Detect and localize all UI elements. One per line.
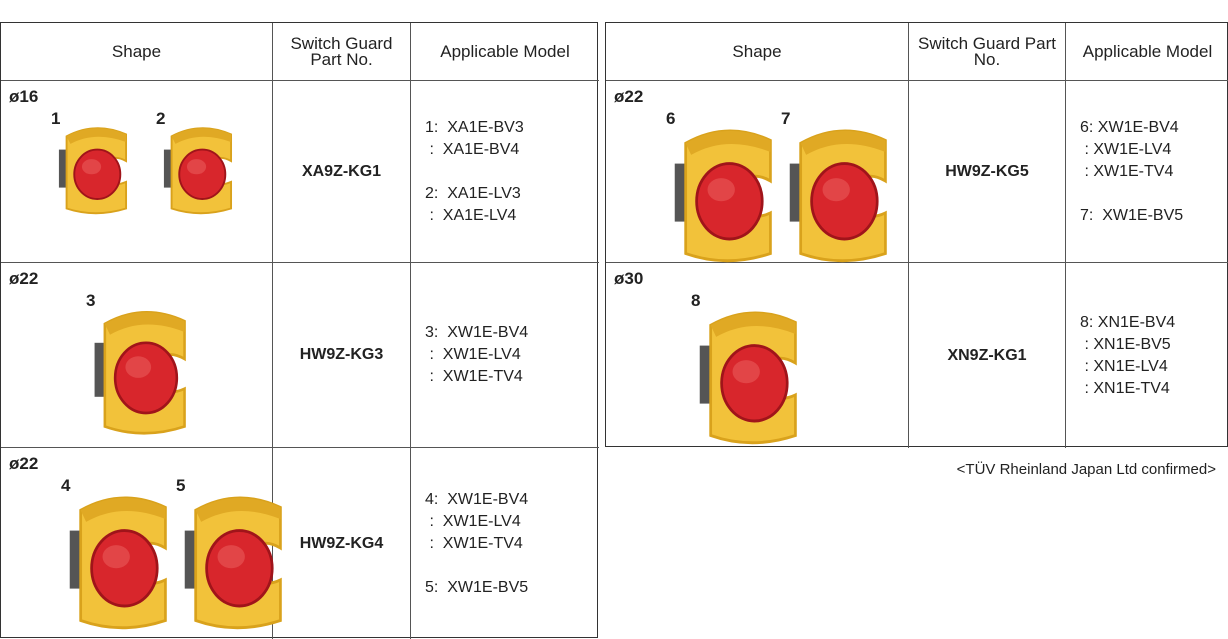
switch-guard-image bbox=[58, 127, 128, 215]
model-cell: 1: XA1E-BV3 : XA1E-BV4 2: XA1E-LV3 : XA1E… bbox=[411, 81, 599, 263]
guard-shade bbox=[685, 130, 771, 155]
button-highlight bbox=[125, 356, 152, 378]
button-highlight bbox=[707, 178, 735, 202]
model-group: 4: XW1E-BV4 : XW1E-LV4 : XW1E-TV4 bbox=[425, 489, 599, 555]
model-name: : XN1E-BV5 bbox=[1080, 335, 1171, 353]
item-number: 8 bbox=[691, 291, 701, 310]
model-group: 2: XA1E-LV3 : XA1E-LV4 bbox=[425, 183, 599, 227]
size-label: ø22 bbox=[9, 269, 39, 288]
shape-cell: ø22 6 7 bbox=[606, 81, 909, 263]
shape-cell: ø22 4 5 bbox=[1, 448, 282, 639]
part-number: HW9Z-KG3 bbox=[273, 263, 411, 448]
guard-shade bbox=[80, 497, 166, 522]
column-header: Switch Guard Part No. bbox=[273, 23, 411, 81]
model-name: 4: XW1E-BV4 bbox=[425, 490, 529, 508]
size-label: ø22 bbox=[9, 454, 39, 473]
switch-guard-image bbox=[699, 311, 797, 445]
model-group: 6: XW1E-BV4 : XW1E-LV4 : XW1E-TV4 bbox=[1080, 117, 1228, 183]
switch-guard-image bbox=[789, 129, 887, 263]
switch-guard-image bbox=[674, 129, 772, 263]
size-label: ø16 bbox=[9, 87, 39, 106]
guard-shade bbox=[800, 130, 886, 155]
shape-cell: ø30 8 bbox=[606, 263, 909, 448]
button-highlight bbox=[81, 159, 102, 175]
model-name: 1: XA1E-BV3 bbox=[425, 118, 524, 136]
item-number: 7 bbox=[781, 109, 791, 128]
switch-guard-image bbox=[163, 127, 233, 215]
button-highlight bbox=[822, 178, 850, 202]
model-name: : XW1E-LV4 bbox=[1080, 140, 1172, 158]
model-name: : XW1E-TV4 bbox=[1080, 162, 1174, 180]
switch-body bbox=[163, 149, 176, 188]
model-name: : XW1E-TV4 bbox=[425, 368, 523, 385]
model-name: : XW1E-LV4 bbox=[425, 512, 521, 530]
button-highlight bbox=[217, 545, 245, 569]
model-group: 1: XA1E-BV3 : XA1E-BV4 bbox=[425, 117, 599, 161]
column-header: Shape bbox=[1, 23, 273, 81]
column-header: Switch Guard Part No. bbox=[909, 23, 1066, 81]
size-label: ø30 bbox=[614, 269, 644, 288]
part-number: XA9Z-KG1 bbox=[273, 81, 411, 263]
guard-shade bbox=[710, 312, 796, 337]
part-number: HW9Z-KG4 bbox=[273, 448, 411, 639]
shape-cell: ø16 1 2 bbox=[1, 81, 273, 263]
model-name: 5: XW1E-BV5 bbox=[425, 578, 529, 596]
model-cell: 8: XN1E-BV4 : XN1E-BV5 : XN1E-LV4 : XN1E… bbox=[1066, 263, 1228, 448]
model-group: 5: XW1E-BV5 bbox=[425, 577, 599, 599]
model-name: 7: XW1E-BV5 bbox=[1080, 206, 1184, 224]
guard-shade bbox=[195, 497, 281, 522]
switch-guard-image bbox=[94, 311, 186, 435]
red-button bbox=[90, 529, 159, 608]
table: Shape Switch Guard Part No. Applicable Mod… bbox=[605, 22, 1228, 448]
part-number: HW9Z-KG5 bbox=[909, 81, 1066, 263]
model-name: : XW1E-TV4 bbox=[425, 534, 523, 552]
size-label: ø22 bbox=[614, 87, 644, 106]
column-header: Shape bbox=[606, 23, 909, 81]
red-button bbox=[810, 162, 879, 241]
item-number: 2 bbox=[156, 109, 166, 128]
model-group: 7: XW1E-BV5 bbox=[1080, 205, 1228, 227]
switch-body bbox=[58, 149, 71, 188]
red-button bbox=[205, 529, 274, 608]
part-number: XN9Z-KG1 bbox=[909, 263, 1066, 448]
item-number: 1 bbox=[51, 109, 61, 128]
red-button bbox=[113, 341, 179, 415]
model-name: : XA1E-LV4 bbox=[425, 206, 517, 224]
item-number: 6 bbox=[666, 109, 676, 128]
guard-shade bbox=[171, 128, 232, 144]
red-button bbox=[178, 148, 227, 200]
item-number: 5 bbox=[176, 476, 186, 495]
red-button bbox=[720, 344, 789, 423]
model-cell: 6: XW1E-BV4 : XW1E-LV4 : XW1E-TV4 7: XW1E… bbox=[1066, 81, 1228, 263]
model-cell: 3: XW1E-BV4 : XW1E-LV4 : XW1E-TV4 bbox=[411, 263, 599, 448]
model-name: 8: XN1E-BV4 bbox=[1080, 313, 1176, 331]
red-button bbox=[695, 162, 764, 241]
button-highlight bbox=[102, 545, 130, 569]
shape-cell: ø22 3 bbox=[1, 263, 273, 448]
model-name: 3: XW1E-BV4 bbox=[425, 324, 529, 341]
item-number: 3 bbox=[86, 291, 96, 310]
note: <TÜV Rheinland Japan Ltd confirmed> bbox=[956, 461, 1216, 478]
model-group: 8: XN1E-BV4 : XN1E-BV5 : XN1E-LV4 : XN1E… bbox=[1080, 312, 1228, 400]
guard-shade bbox=[66, 128, 127, 144]
model-cell: 4: XW1E-BV4 : XW1E-LV4 : XW1E-TV4 5: XW1E… bbox=[411, 448, 599, 639]
column-header: Applicable Model bbox=[411, 23, 599, 81]
button-highlight bbox=[732, 360, 760, 384]
model-name: : XN1E-LV4 bbox=[1080, 357, 1168, 375]
model-name: 2: XA1E-LV3 bbox=[425, 184, 521, 202]
button-highlight bbox=[186, 159, 207, 175]
model-name: : XA1E-BV4 bbox=[425, 140, 520, 158]
model-name: : XN1E-TV4 bbox=[1080, 379, 1170, 397]
red-button bbox=[73, 148, 122, 200]
model-name: 6: XW1E-BV4 bbox=[1080, 118, 1179, 136]
guard-shade bbox=[104, 312, 185, 335]
switch-guard-image bbox=[69, 496, 167, 630]
switch-guard-image bbox=[184, 496, 282, 630]
table: Shape Switch Guard Part No. Applicable Mod… bbox=[0, 22, 599, 639]
column-header: Applicable Model bbox=[1066, 23, 1228, 81]
model-name: : XW1E-LV4 bbox=[425, 346, 521, 363]
model-group: 3: XW1E-BV4 : XW1E-LV4 : XW1E-TV4 bbox=[425, 322, 599, 388]
item-number: 4 bbox=[61, 476, 71, 495]
